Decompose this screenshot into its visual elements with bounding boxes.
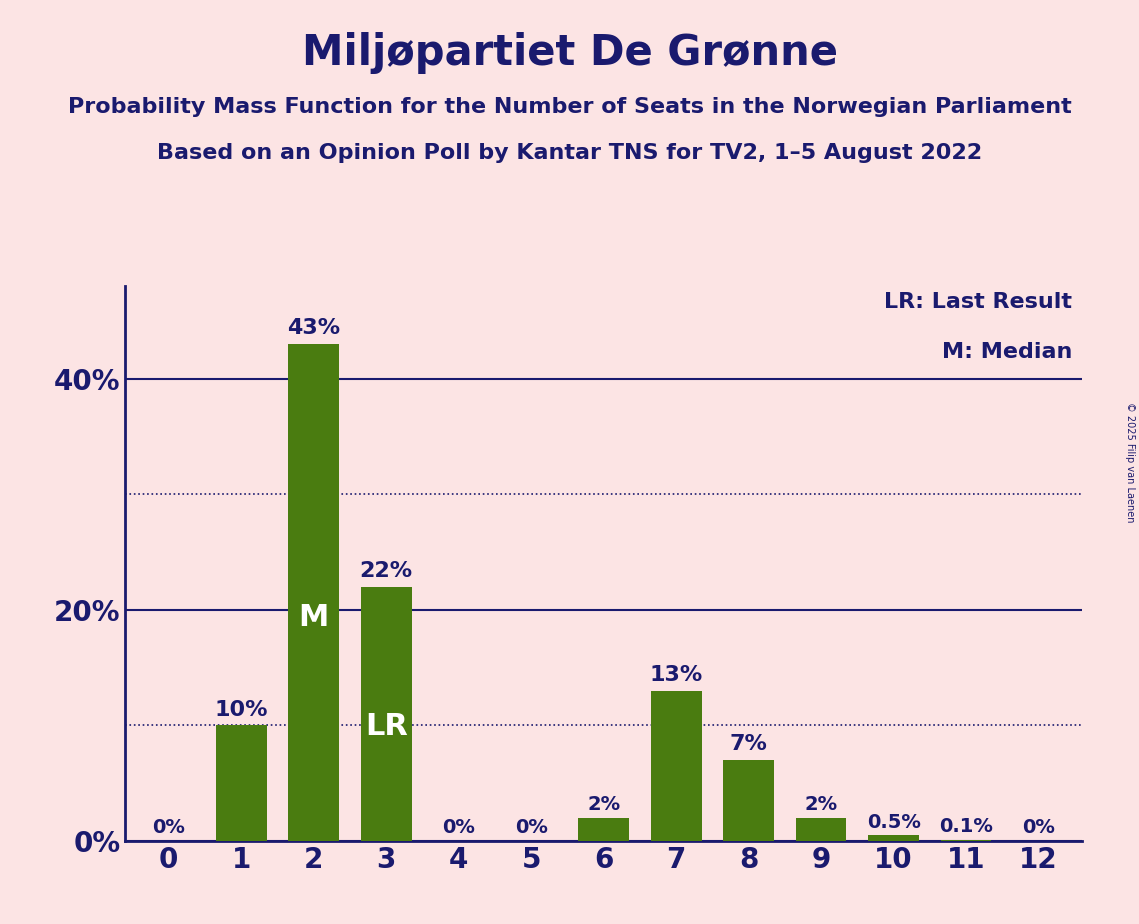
Bar [288,345,339,841]
Text: Probability Mass Function for the Number of Seats in the Norwegian Parliament: Probability Mass Function for the Number… [67,97,1072,117]
Text: Miljøpartiet De Grønne: Miljøpartiet De Grønne [302,32,837,74]
Bar [216,725,267,841]
Text: 43%: 43% [287,319,341,338]
Text: 0.1%: 0.1% [940,817,993,836]
Bar [941,840,991,841]
Text: M: Median: M: Median [942,342,1073,362]
Text: 0%: 0% [1022,819,1055,837]
Text: © 2025 Filip van Laenen: © 2025 Filip van Laenen [1125,402,1134,522]
Bar [868,835,919,841]
Bar [579,818,629,841]
Text: 0.5%: 0.5% [867,812,920,832]
Text: 0%: 0% [153,819,186,837]
Text: M: M [298,602,329,632]
Text: 7%: 7% [730,735,768,754]
Text: LR: LR [364,712,408,741]
Bar [796,818,846,841]
Text: 2%: 2% [587,796,621,814]
Text: LR: Last Result: LR: Last Result [885,292,1073,312]
Text: 13%: 13% [649,665,703,685]
Text: 2%: 2% [804,796,837,814]
Text: 0%: 0% [515,819,548,837]
Text: 10%: 10% [214,699,268,720]
Bar [723,760,775,841]
Text: 22%: 22% [360,561,412,581]
Bar [361,587,411,841]
Text: Based on an Opinion Poll by Kantar TNS for TV2, 1–5 August 2022: Based on an Opinion Poll by Kantar TNS f… [157,143,982,164]
Bar [650,691,702,841]
Text: 0%: 0% [442,819,475,837]
